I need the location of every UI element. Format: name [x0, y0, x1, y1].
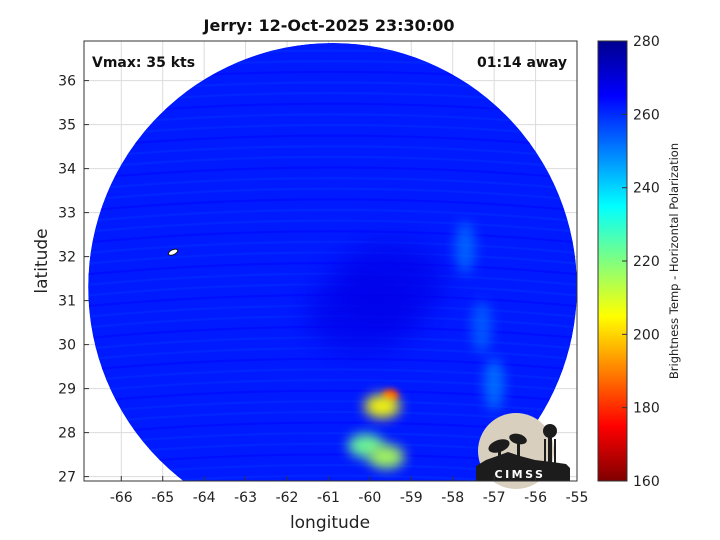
feature-warm-band	[306, 273, 417, 354]
colorbar-ticks: 160 180 200 220 240 260 280	[622, 34, 660, 490]
x-tick-label: -65	[151, 490, 174, 506]
x-tick-label: -55	[566, 490, 589, 506]
x-tick-label: -62	[276, 490, 299, 506]
scan-streak	[88, 240, 577, 254]
x-tick-label: -64	[193, 490, 216, 506]
scan-streak	[88, 219, 577, 233]
y-tick-label: 27	[58, 470, 76, 486]
y-tick-label: 31	[58, 294, 76, 310]
logo-text: CIMSS	[495, 468, 546, 481]
x-tick-label: -58	[441, 490, 464, 506]
scan-streak	[88, 155, 577, 169]
colorbar-tick-label: 220	[633, 254, 660, 270]
scan-streak	[88, 474, 577, 481]
scan-streak	[88, 378, 577, 393]
x-tick-label: -61	[317, 490, 340, 506]
x-tick-label: -59	[400, 490, 423, 506]
x-axis-ticks: -66 -65 -64 -63 -62 -61 -60 -59 -58 -57 -56 -55	[110, 476, 589, 506]
y-tick-label: 33	[58, 206, 76, 222]
time-away-annotation: 01:14 away	[477, 55, 567, 71]
swath-layer	[88, 42, 577, 481]
y-axis-ticks: 27 28 29 30 31 32 33 34 35 36	[58, 74, 89, 486]
scan-streak	[88, 262, 577, 276]
feature-convection	[368, 444, 405, 469]
storm-center-marker	[167, 248, 179, 256]
scan-streak	[88, 230, 577, 244]
scan-streak	[88, 145, 577, 159]
vmax-annotation: Vmax: 35 kts	[92, 55, 195, 71]
y-tick-label: 35	[58, 118, 76, 134]
scan-streak	[88, 198, 577, 212]
scan-streak	[88, 400, 577, 414]
colorbar-label: Brightness Temp - Horizontal Polarizatio…	[667, 143, 681, 379]
y-tick-label: 29	[58, 382, 76, 398]
scan-streak	[88, 368, 577, 382]
scan-streak	[88, 187, 577, 201]
scan-streak	[88, 357, 577, 371]
scan-streak	[88, 177, 577, 191]
cimss-logo: CIMSS	[476, 413, 570, 489]
scan-streak	[88, 251, 577, 265]
x-tick-label: -56	[524, 490, 547, 506]
colorbar-tick-label: 200	[633, 327, 660, 343]
y-tick-label: 28	[58, 426, 76, 442]
chart-title: Jerry: 12-Oct-2025 23:30:00	[203, 16, 455, 35]
colorbar-tick-label: 260	[633, 107, 660, 123]
scan-streak	[88, 166, 577, 180]
plot-frame	[83, 40, 578, 482]
swath-features	[306, 221, 505, 469]
scan-streak	[88, 389, 577, 403]
colorbar-tick-label: 160	[633, 474, 660, 490]
y-tick-label: 32	[58, 250, 76, 266]
feature-rainband	[484, 358, 505, 411]
feature-rainband	[471, 301, 492, 353]
x-tick-label: -63	[234, 490, 257, 506]
colorbar-tick-label: 240	[633, 181, 660, 197]
y-axis-label: latitude	[32, 228, 52, 293]
y-tick-label: 36	[58, 74, 76, 90]
colorbar-tick-label: 180	[633, 401, 660, 417]
scan-streak	[88, 347, 577, 361]
scan-streak	[88, 123, 577, 138]
scan-streak	[88, 272, 577, 286]
x-tick-label: -60	[358, 490, 381, 506]
x-axis-label: longitude	[290, 513, 370, 533]
colorbar-tick-label: 280	[633, 34, 660, 50]
feature-convection	[364, 394, 401, 419]
y-tick-label: 34	[58, 162, 76, 178]
scan-streak	[88, 113, 577, 127]
scan-streak	[88, 134, 577, 148]
scan-streak	[88, 208, 577, 223]
x-tick-label: -57	[483, 490, 506, 506]
y-tick-label: 30	[58, 338, 76, 354]
x-tick-label: -66	[110, 490, 133, 506]
feature-rainband	[455, 221, 476, 274]
